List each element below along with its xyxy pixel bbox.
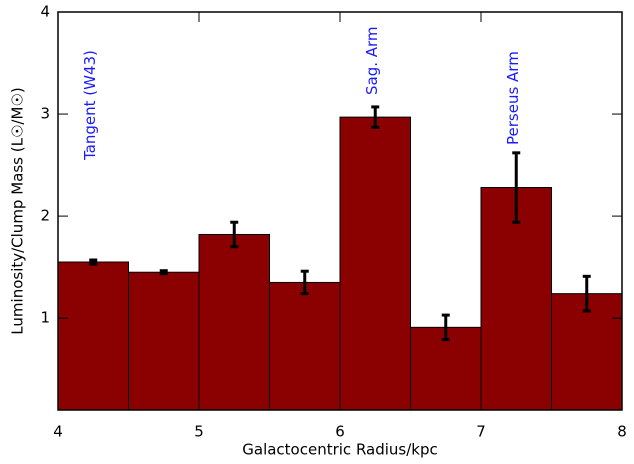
bar <box>410 326 482 411</box>
bar <box>128 271 200 411</box>
bar <box>198 233 270 411</box>
y-tick-label: 1 <box>40 309 50 327</box>
error-bar <box>582 274 591 313</box>
annotation: Perseus Arm <box>504 51 522 145</box>
bar <box>269 281 341 411</box>
y-axis-label: Luminosity/Clump Mass (L☉/M☉) <box>9 87 27 334</box>
x-tick-label: 4 <box>53 423 63 441</box>
x-tick-label: 6 <box>335 423 345 441</box>
y-tick-label: 2 <box>40 207 50 225</box>
error-bar <box>512 151 521 224</box>
bar <box>339 116 411 411</box>
bar <box>57 261 129 411</box>
error-bar <box>89 258 98 266</box>
x-axis-label: Galactocentric Radius/kpc <box>242 441 438 459</box>
error-bar <box>300 269 309 296</box>
x-tick-label: 5 <box>194 423 204 441</box>
error-bar <box>159 269 168 276</box>
annotation: Tangent (W43) <box>81 50 99 161</box>
error-bar <box>230 220 239 249</box>
error-bar <box>441 313 450 342</box>
x-tick-label: 7 <box>476 423 486 441</box>
y-tick-label: 4 <box>40 3 50 21</box>
bar <box>480 187 552 411</box>
y-tick-label: 3 <box>40 105 50 123</box>
x-tick-label: 8 <box>617 423 627 441</box>
error-bar <box>371 105 380 129</box>
annotation: Sag. Arm <box>363 26 381 95</box>
